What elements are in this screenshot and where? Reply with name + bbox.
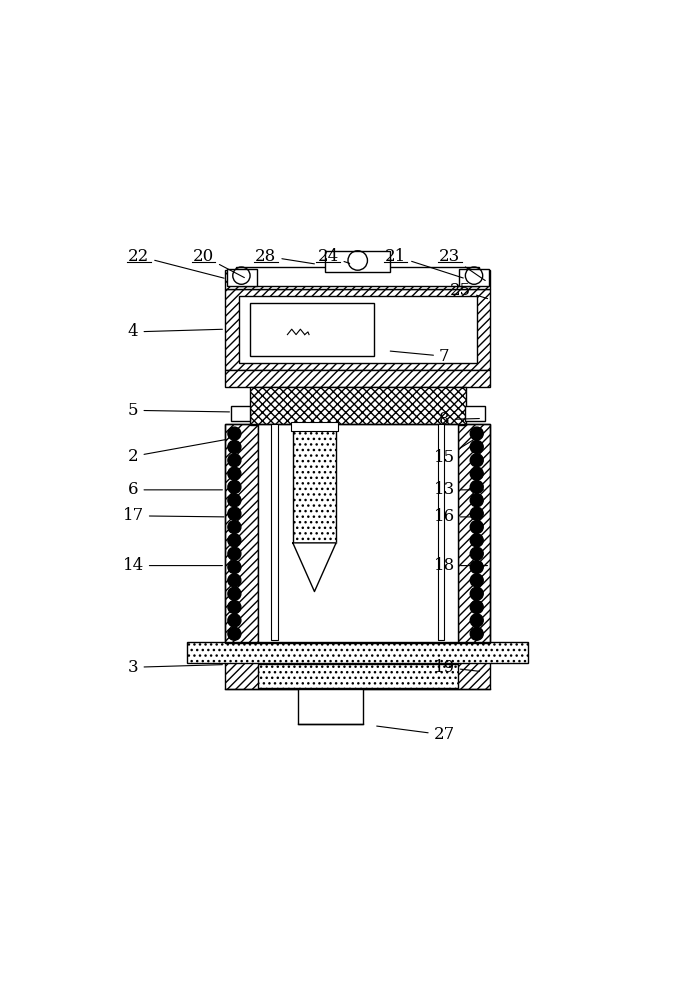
Bar [225, 662, 490, 689]
Text: 14: 14 [123, 557, 223, 574]
Circle shape [470, 574, 483, 587]
Bar [225, 270, 490, 289]
Circle shape [228, 614, 241, 627]
Bar [250, 387, 466, 425]
Text: 2: 2 [128, 439, 226, 465]
Circle shape [228, 601, 241, 614]
Text: 24: 24 [318, 248, 350, 265]
Polygon shape [293, 543, 336, 592]
Text: 21: 21 [385, 248, 463, 278]
Bar [293, 430, 336, 543]
Circle shape [470, 494, 483, 507]
Text: 8: 8 [439, 411, 480, 428]
Circle shape [470, 507, 483, 520]
Text: 18: 18 [433, 557, 487, 574]
Text: 6: 6 [128, 481, 223, 498]
Bar [325, 251, 390, 272]
Text: 23: 23 [439, 248, 485, 281]
Text: 4: 4 [128, 323, 223, 340]
Circle shape [228, 547, 241, 560]
Circle shape [470, 454, 483, 467]
Circle shape [470, 440, 483, 453]
Bar [236, 267, 480, 286]
Bar [225, 289, 490, 370]
Bar [225, 370, 490, 387]
Circle shape [228, 467, 241, 480]
Bar [466, 406, 485, 421]
Circle shape [228, 534, 241, 547]
Bar [258, 424, 458, 643]
Circle shape [228, 440, 241, 453]
Circle shape [470, 561, 483, 574]
Bar [258, 664, 458, 688]
Bar [458, 424, 490, 643]
Circle shape [470, 467, 483, 480]
Text: 20: 20 [193, 248, 244, 278]
Bar [230, 406, 250, 421]
Circle shape [228, 480, 241, 493]
Circle shape [228, 507, 241, 520]
Text: 3: 3 [128, 659, 223, 676]
Circle shape [470, 587, 483, 600]
Bar [227, 269, 257, 286]
Circle shape [470, 521, 483, 533]
Circle shape [228, 587, 241, 600]
Circle shape [228, 574, 241, 587]
Circle shape [228, 521, 241, 533]
Circle shape [470, 480, 483, 493]
Circle shape [228, 454, 241, 467]
Bar [291, 422, 338, 431]
Text: 13: 13 [433, 481, 484, 498]
Text: 27: 27 [377, 726, 455, 743]
Circle shape [228, 561, 241, 574]
Circle shape [470, 534, 483, 547]
Text: 28: 28 [255, 248, 314, 265]
Text: 17: 17 [123, 507, 224, 524]
Circle shape [470, 614, 483, 627]
Bar [187, 642, 528, 663]
Text: 25: 25 [450, 282, 488, 299]
Circle shape [470, 547, 483, 560]
Circle shape [228, 627, 241, 640]
Circle shape [228, 494, 241, 507]
Bar [459, 269, 489, 286]
Bar [271, 424, 278, 640]
Bar [250, 303, 374, 356]
Circle shape [228, 427, 241, 440]
Bar [239, 296, 477, 363]
Circle shape [470, 427, 483, 440]
Bar [298, 689, 363, 724]
Text: 15: 15 [433, 437, 477, 466]
Text: 22: 22 [128, 248, 224, 278]
Text: 7: 7 [390, 348, 450, 365]
Bar [225, 424, 258, 643]
Text: 5: 5 [128, 402, 230, 419]
Bar [438, 424, 445, 640]
Circle shape [470, 627, 483, 640]
Circle shape [470, 601, 483, 614]
Text: 19: 19 [433, 659, 480, 676]
Text: 16: 16 [433, 508, 478, 525]
Bar [225, 424, 490, 643]
